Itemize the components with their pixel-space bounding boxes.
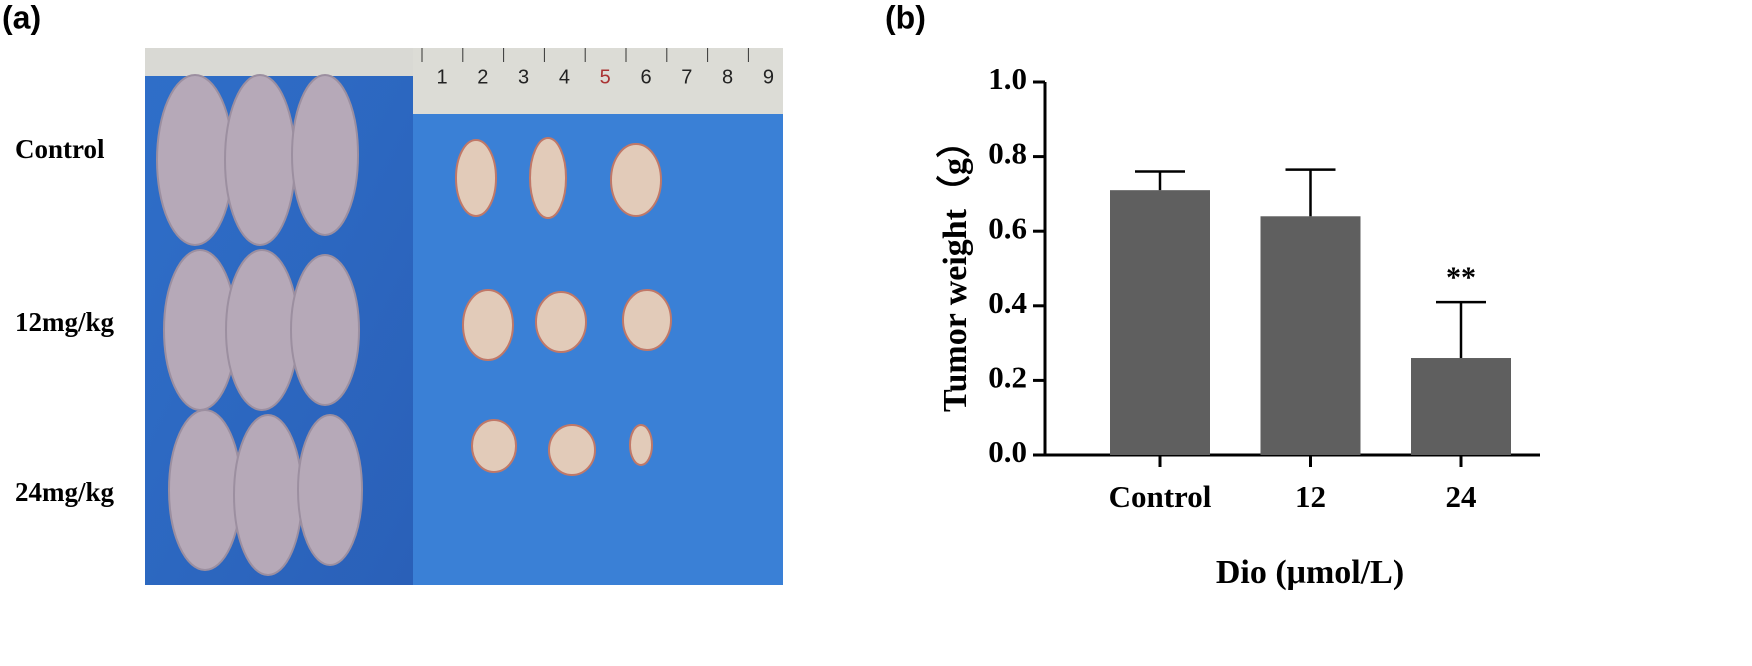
y-axis-title: Tumor weight（g） [935, 124, 974, 412]
ruler-number: 3 [518, 66, 529, 88]
ruler-number: 5 [600, 66, 611, 88]
bar [1260, 216, 1361, 455]
y-tick-label: 0.4 [988, 285, 1027, 320]
panel-label: (a) [2, 0, 41, 35]
ruler-number: 1 [436, 66, 447, 88]
ruler-number: 4 [559, 66, 570, 88]
x-tick-label: 12 [1295, 479, 1326, 514]
ruler-number: 9 [763, 66, 774, 88]
y-tick-label: 0.0 [988, 434, 1027, 469]
ruler-number: 2 [477, 66, 488, 88]
y-tick-label: 0.8 [988, 136, 1027, 171]
annotation: ** [1446, 261, 1476, 294]
ruler-number: 6 [640, 66, 651, 88]
panel-label: (b) [885, 0, 926, 35]
row-label: 12mg/kg [15, 307, 115, 337]
x-axis-title: Dio (μmol/L) [1216, 554, 1404, 591]
bar [1110, 190, 1210, 456]
x-tick-label: Control [1109, 479, 1212, 514]
photo [145, 48, 783, 585]
ruler-number: 8 [722, 66, 733, 88]
x-tick-label: 24 [1446, 479, 1477, 514]
ruler-number: 7 [681, 66, 692, 88]
y-tick-label: 0.6 [988, 210, 1027, 245]
bar [1411, 358, 1511, 455]
y-tick-label: 1.0 [988, 61, 1027, 96]
row-label: Control [15, 134, 105, 164]
y-tick-label: 0.2 [988, 360, 1027, 395]
row-label: 24mg/kg [15, 477, 115, 507]
